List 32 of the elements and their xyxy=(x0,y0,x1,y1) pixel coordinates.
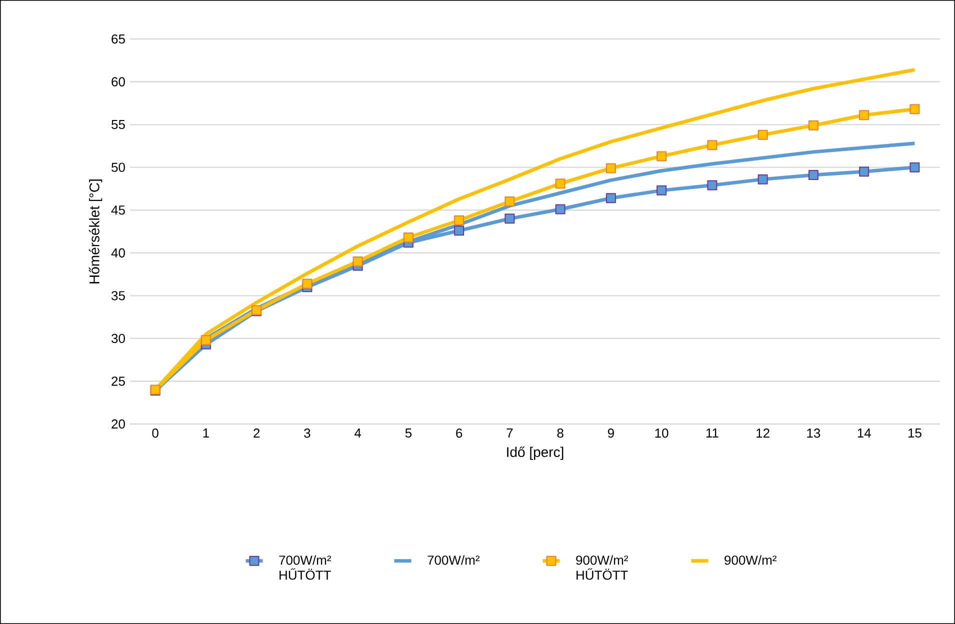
x-tick-label: 1 xyxy=(203,428,209,438)
y-tick-label: 50 xyxy=(112,162,125,172)
y-tick-label: 55 xyxy=(112,120,125,130)
x-tick-label: 13 xyxy=(807,428,820,438)
x-tick-label: 4 xyxy=(354,428,362,438)
y-tick-label: 35 xyxy=(112,291,125,300)
legend-label: 900W/m² xyxy=(724,555,776,565)
legend-label: 700W/m² xyxy=(428,555,480,565)
x-tick-label: 5 xyxy=(405,428,412,438)
x-axis-title: Idő [perc] xyxy=(507,446,564,460)
y-axis-title: Hőmérséklet [°C] xyxy=(88,180,102,284)
y-tick-label: 45 xyxy=(111,206,125,215)
x-tick-label: 9 xyxy=(608,428,614,438)
x-tick-label: 14 xyxy=(858,428,871,438)
x-tick-label: 7 xyxy=(506,428,513,438)
x-tick-label: 8 xyxy=(557,428,564,438)
legend-label: 900W/m² HŰTÖTT xyxy=(576,555,628,580)
y-tick-label: 40 xyxy=(111,248,125,258)
x-tick-label: 10 xyxy=(655,428,668,438)
x-tick-label: 0 xyxy=(152,428,158,438)
y-tick-label: 65 xyxy=(112,34,125,44)
x-tick-label: 11 xyxy=(706,428,718,438)
x-tick-label: 2 xyxy=(254,428,260,438)
x-tick-label: 3 xyxy=(304,428,310,438)
x-tick-label: 6 xyxy=(456,428,462,438)
y-tick-label: 60 xyxy=(112,77,125,86)
x-tick-label: 15 xyxy=(908,428,922,438)
y-tick-label: 25 xyxy=(112,376,125,386)
y-tick-label: 20 xyxy=(112,419,125,429)
x-tick-label: 12 xyxy=(756,428,770,438)
y-tick-label: 30 xyxy=(112,334,125,344)
legend-label: 700W/m² HŰTÖTT xyxy=(279,555,331,580)
